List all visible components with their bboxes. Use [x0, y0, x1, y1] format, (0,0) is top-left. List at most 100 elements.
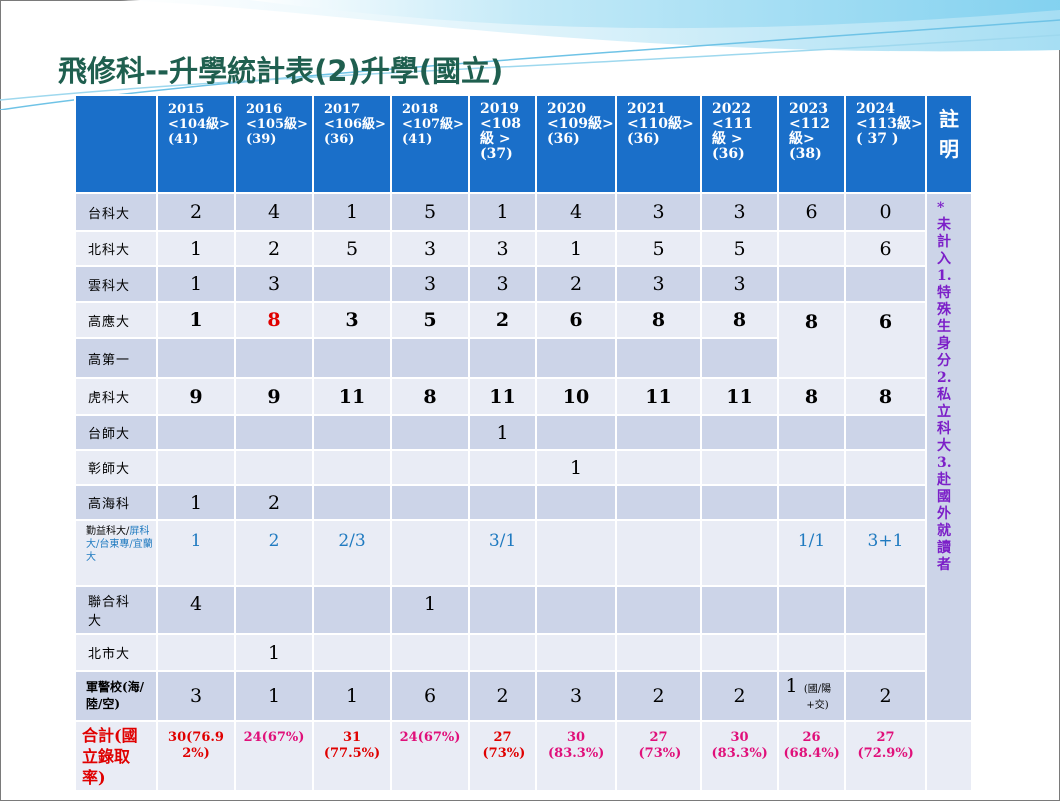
table-row: 北科大 1 2 5 3 3 1 5 5 6 — [74, 230, 972, 267]
cell-value — [777, 230, 846, 267]
cell-value: 3 — [615, 192, 702, 232]
page-title: 飛修科--升學統計表(2)升學(國立) — [58, 54, 504, 88]
table-row: 軍警校(海/陸/空) 3 1 1 6 2 3 2 2 1 (國/陽+交) 2 — [74, 670, 972, 722]
cell-value: 6 — [535, 301, 617, 339]
year-header: 2024 <113級>( 37 ) — [844, 94, 927, 194]
cell-value: 3 — [312, 301, 392, 339]
total-value: 30 (83.3%) — [700, 720, 779, 792]
school-name: 高海科 — [74, 484, 158, 521]
cell-value: 5 — [312, 230, 392, 267]
total-value: 30(76.9 2%) — [156, 720, 236, 792]
cell-value — [535, 519, 617, 587]
school-name: 彰師大 — [74, 449, 158, 486]
school-name: 雲科大 — [74, 265, 158, 303]
cell-value — [312, 585, 392, 635]
cell-value — [234, 585, 314, 635]
cell-value: 2 — [468, 670, 537, 722]
cell-value: 5 — [700, 230, 779, 267]
cell-value — [844, 633, 927, 672]
total-row: 合計(國立錄取率) 30(76.9 2%) 24(67%) 31 (77.5%)… — [74, 720, 973, 792]
cell-value — [156, 414, 236, 451]
cell-value: 4 — [156, 585, 236, 635]
cell-value: 11 — [312, 377, 392, 416]
cell-value: 1 — [156, 230, 236, 267]
cell-value — [234, 449, 314, 486]
school-name-part: 屏科大/台東專/宜蘭大 — [86, 526, 153, 563]
table-row: 雲科大 1 3 3 3 2 3 3 — [74, 265, 972, 303]
total-value: 24(67%) — [234, 720, 314, 792]
cell-value — [234, 337, 314, 379]
cell-value: 8 — [234, 301, 314, 339]
cell-value — [156, 449, 236, 486]
cell-value: 4 — [234, 192, 314, 232]
cell-value: 1 — [156, 265, 236, 303]
note-header: 註 明 — [925, 94, 973, 194]
cell-value: 2 — [615, 670, 702, 722]
cell-value: 6 — [390, 670, 470, 722]
cell-value: 11 — [468, 377, 537, 416]
cell-value: 1 — [390, 585, 470, 635]
cell-value: 1 — [312, 192, 392, 232]
cell-value: 5 — [390, 301, 470, 339]
cell-value — [535, 414, 617, 451]
total-value: 27 (73%) — [615, 720, 702, 792]
cell-value: 2 — [234, 484, 314, 521]
cell-value: 3 — [700, 192, 779, 232]
cell-value: 1 — [156, 484, 236, 521]
year-header: 2021 <110級> (36) — [615, 94, 702, 194]
year-header: 2022 <111級 > (36) — [700, 94, 779, 194]
cell-value: 5 — [615, 230, 702, 267]
total-value: 27 (73%) — [468, 720, 537, 792]
cell-value: 1/1 — [777, 519, 846, 587]
cell-value: 6 — [777, 192, 846, 232]
cell-value — [844, 585, 927, 635]
cell-value: 2 — [234, 230, 314, 267]
school-name: 軍警校(海/陸/空) — [74, 670, 158, 722]
cell-value — [700, 414, 779, 451]
cell-value: 11 — [700, 377, 779, 416]
cell-value: 1 — [234, 633, 314, 672]
cell-value: 2 — [535, 265, 617, 303]
cell-value: 1 (國/陽+交) — [777, 670, 846, 722]
wave-decoration — [0, 0, 1060, 110]
cell-value: 3 — [390, 265, 470, 303]
cell-value — [615, 484, 702, 521]
table-row: 北市大 1 — [74, 633, 972, 672]
cell-value — [844, 449, 927, 486]
cell-value — [535, 633, 617, 672]
note-text: *未計入 1.特殊生身分 2.私立科大 3.赴國外就讀者 — [925, 192, 973, 722]
cell-value: 2 — [468, 301, 537, 339]
cell-value — [390, 633, 470, 672]
school-name: 高第一 — [74, 337, 158, 379]
school-name: 高應大 — [74, 301, 158, 339]
cell-value — [390, 519, 470, 587]
cell-value — [615, 519, 702, 587]
cell-value — [700, 519, 779, 587]
cell-value — [777, 484, 846, 521]
cell-value — [468, 337, 537, 379]
cell-value: 3 — [700, 265, 779, 303]
cell-value — [312, 265, 392, 303]
cell-value — [700, 585, 779, 635]
cell-value: 2 — [700, 670, 779, 722]
cell-value — [156, 337, 236, 379]
cell-value — [390, 337, 470, 379]
table-row: 台科大 2 4 1 5 1 4 3 3 6 0 *未計入 1.特殊生身分 2.私… — [74, 192, 973, 722]
cell-value: 1 — [535, 449, 617, 486]
cell-value: 8 — [615, 301, 702, 339]
cell-value — [312, 414, 392, 451]
cell-value — [468, 484, 537, 521]
cell-value: 2/3 — [312, 519, 392, 587]
year-header: 2020 <109級> (36) — [535, 94, 617, 194]
cell-value — [844, 265, 927, 303]
total-label: 合計(國立錄取率) — [74, 720, 158, 792]
year-header: 2016 <105級> (39) — [234, 94, 314, 194]
year-header: 2019 <108級 > (37) — [468, 94, 537, 194]
cell-value: 9 — [234, 377, 314, 416]
cell-value — [844, 414, 927, 451]
cell-value: 8 — [844, 377, 927, 416]
cell-value: 4 — [535, 192, 617, 232]
cell-value: 3 — [468, 230, 537, 267]
year-header: 2015 <104級> (41) — [156, 94, 236, 194]
cell-value — [468, 633, 537, 672]
